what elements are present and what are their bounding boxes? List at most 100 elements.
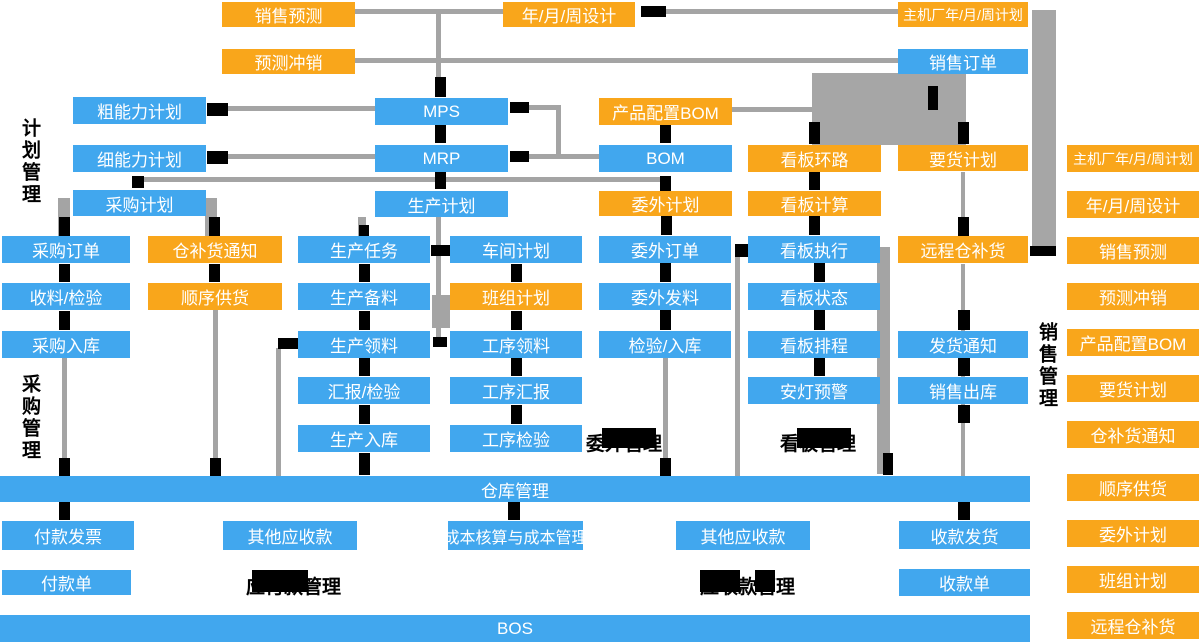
redaction-bar	[700, 570, 740, 592]
node-outsourcing-order: 委外订单	[599, 236, 731, 263]
arrow-marker	[883, 453, 893, 475]
arrow-marker	[359, 405, 370, 424]
node-sales-outbound: 销售出库	[898, 377, 1028, 404]
arrow-marker	[359, 264, 370, 282]
node-purchase-inbound: 采购入库	[2, 331, 130, 358]
node-sales-order: 销售订单	[898, 49, 1028, 74]
arrow-marker	[359, 453, 370, 475]
arrow-marker	[209, 264, 220, 282]
connector-line	[436, 217, 441, 339]
connector-line	[735, 250, 740, 476]
node-production-plan: 生产计划	[375, 191, 508, 217]
node-oem-year-month-week-plan: 主机厂年/月/周计划	[898, 2, 1028, 27]
node-receipt-slip: 收款单	[899, 569, 1030, 596]
node-year-month-week-design: 年/月/周设计	[503, 2, 635, 27]
node-sales-forecast: 销售预测	[222, 2, 355, 27]
arrow-marker	[958, 502, 970, 520]
node-warehouse-replenish-notice: 仓补货通知	[148, 236, 282, 263]
arrow-marker	[59, 264, 70, 282]
arrow-marker	[1030, 246, 1056, 256]
connector-line	[213, 310, 218, 476]
arrow-marker	[59, 217, 70, 236]
connector-bundle-block	[812, 73, 966, 145]
right-panel-item-product-config-bom: 产品配置BOM	[1067, 329, 1199, 356]
connector-line	[228, 106, 375, 111]
node-kanban-status: 看板状态	[748, 283, 880, 310]
node-receipt-delivery: 收款发货	[899, 521, 1030, 549]
arrow-marker	[431, 245, 451, 256]
connector-line	[276, 348, 281, 476]
arrow-marker	[660, 310, 671, 330]
redaction-bar	[755, 570, 775, 592]
arrow-marker	[511, 264, 522, 282]
connector-line	[355, 58, 898, 63]
arrow-marker	[928, 86, 938, 110]
arrow-marker	[511, 358, 522, 376]
redaction-bar	[602, 428, 656, 448]
section-title-purchase-management: 采购管理	[19, 374, 40, 462]
node-purchase-order: 采购订单	[2, 236, 130, 263]
connector-line	[529, 105, 560, 110]
arrow-marker	[435, 124, 446, 143]
node-process-inspection: 工序检验	[450, 425, 582, 452]
node-payment-invoice: 付款发票	[2, 521, 134, 550]
node-kanban-loop: 看板环路	[748, 145, 881, 172]
arrow-marker	[209, 217, 220, 236]
node-production-task: 生产任务	[298, 236, 430, 263]
connector-line	[228, 154, 375, 159]
arrow-marker	[958, 310, 970, 330]
arrow-marker	[958, 217, 969, 236]
node-process-material-issue: 工序领料	[450, 331, 582, 358]
arrow-marker	[641, 6, 666, 17]
right-panel-item-sequence-supply: 顺序供货	[1067, 474, 1199, 501]
node-mrp: MRP	[375, 145, 508, 172]
arrow-marker	[435, 170, 446, 189]
connector-line	[961, 172, 965, 217]
node-outsourcing-plan: 委外计划	[599, 191, 732, 216]
arrow-marker	[660, 458, 671, 476]
connector-line	[556, 105, 561, 159]
node-kanban-execution: 看板执行	[748, 236, 880, 263]
arrow-marker	[958, 358, 970, 376]
arrow-marker	[510, 151, 529, 162]
node-fine-capacity-plan: 细能力计划	[73, 145, 206, 172]
arrow-marker	[809, 122, 820, 144]
node-other-receivables-left: 其他应收款	[223, 521, 357, 550]
node-kanban-scheduling: 看板排程	[748, 331, 880, 358]
arrow-marker	[59, 311, 70, 330]
arrow-marker	[508, 502, 520, 520]
node-receiving-inspection: 收料/检验	[2, 283, 130, 310]
connector-bundle-vertical	[877, 247, 890, 474]
section-title-sales-management: 销售管理	[1036, 322, 1057, 410]
arrow-marker	[958, 122, 969, 144]
arrow-marker	[660, 263, 671, 282]
right-panel-item-ymw-design: 年/月/周设计	[1067, 191, 1199, 218]
node-remote-warehouse-replenish: 远程仓补货	[898, 236, 1028, 263]
connector-line	[666, 9, 898, 14]
arrow-marker	[210, 458, 221, 476]
right-panel-item-sales-forecast: 销售预测	[1067, 237, 1199, 264]
node-delivery-notice: 发货通知	[898, 331, 1028, 358]
node-other-receivables-right: 其他应收款	[676, 521, 810, 550]
right-panel-item-warehouse-replenish-notice: 仓补货通知	[1067, 421, 1199, 448]
node-bos-bar: BOS	[0, 615, 1030, 642]
arrow-marker	[511, 311, 522, 330]
node-bom: BOM	[599, 145, 732, 172]
node-cost-accounting: 成本核算与成本管理	[444, 521, 588, 550]
node-outsourcing-material-issue: 委外发料	[599, 283, 731, 310]
node-kanban-calculation: 看板计算	[748, 191, 881, 216]
redaction-bar	[252, 570, 308, 592]
arrow-marker	[278, 338, 299, 349]
node-production-material-prep: 生产备料	[298, 283, 430, 310]
connector-line	[663, 358, 668, 476]
arrow-marker	[359, 358, 370, 376]
arrow-marker	[359, 225, 369, 236]
node-sequence-supply: 顺序供货	[148, 283, 282, 310]
arrow-marker	[814, 262, 825, 282]
connector-line	[529, 154, 599, 159]
node-warehouse-management-bar: 仓库管理	[0, 476, 1030, 502]
node-mps: MPS	[375, 98, 508, 125]
connector-line	[143, 177, 663, 182]
node-product-config-bom: 产品配置BOM	[599, 98, 732, 125]
